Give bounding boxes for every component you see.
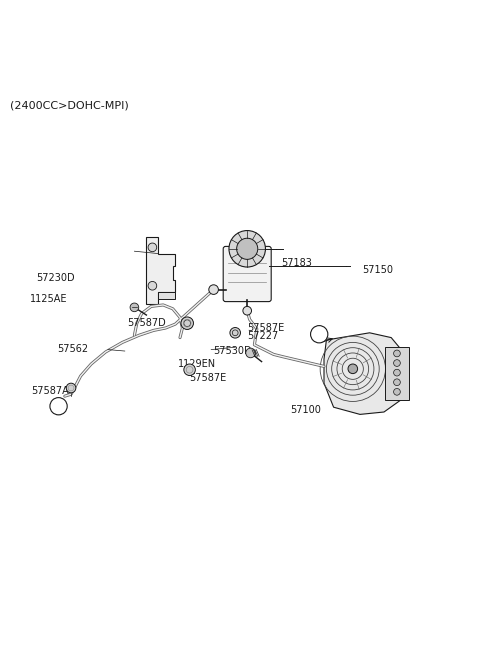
FancyBboxPatch shape xyxy=(238,245,257,257)
Circle shape xyxy=(246,348,255,358)
Text: 57587A: 57587A xyxy=(31,386,69,396)
Text: 1125AE: 1125AE xyxy=(30,294,67,304)
Text: 1129EN: 1129EN xyxy=(178,359,216,369)
Circle shape xyxy=(243,306,252,315)
Circle shape xyxy=(394,379,400,386)
Text: 57227: 57227 xyxy=(247,331,278,341)
Circle shape xyxy=(394,369,400,376)
Circle shape xyxy=(181,317,193,329)
Text: 57587E: 57587E xyxy=(247,323,285,333)
Circle shape xyxy=(394,350,400,357)
Text: 57587D: 57587D xyxy=(127,318,166,328)
Polygon shape xyxy=(324,333,406,415)
Text: (2400CC>DOHC-MPI): (2400CC>DOHC-MPI) xyxy=(10,100,128,110)
Text: B: B xyxy=(55,407,62,417)
Circle shape xyxy=(237,238,258,259)
Circle shape xyxy=(348,364,358,374)
Text: 57183: 57183 xyxy=(281,258,312,268)
Circle shape xyxy=(50,398,67,415)
FancyBboxPatch shape xyxy=(223,247,271,302)
Text: 57100: 57100 xyxy=(290,405,321,415)
Polygon shape xyxy=(158,292,175,299)
Text: 57150: 57150 xyxy=(362,266,394,276)
Text: 57530D: 57530D xyxy=(214,346,252,356)
Circle shape xyxy=(148,281,156,290)
Circle shape xyxy=(148,243,156,252)
Text: 57587E: 57587E xyxy=(190,373,227,383)
Polygon shape xyxy=(146,237,175,304)
Circle shape xyxy=(394,359,400,367)
Circle shape xyxy=(311,325,328,343)
Circle shape xyxy=(230,327,240,338)
Text: 57230D: 57230D xyxy=(36,273,74,283)
Text: A: A xyxy=(315,333,323,344)
Circle shape xyxy=(184,364,195,375)
Circle shape xyxy=(181,318,193,329)
Circle shape xyxy=(130,303,139,312)
Circle shape xyxy=(209,285,218,295)
Text: 57562: 57562 xyxy=(58,344,89,354)
Circle shape xyxy=(394,388,400,395)
Circle shape xyxy=(66,383,76,393)
Circle shape xyxy=(229,230,265,267)
FancyBboxPatch shape xyxy=(385,347,409,400)
